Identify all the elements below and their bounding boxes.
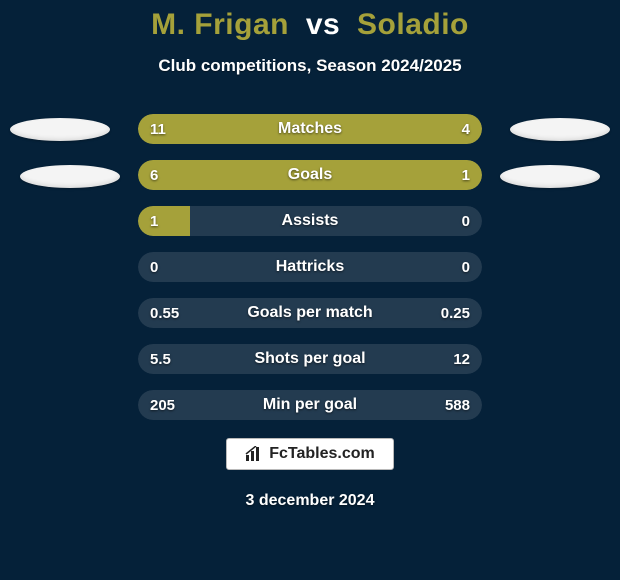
stats-body: 114Matches 61Goals 10Assists 00Hattricks 0.5… [0, 114, 620, 420]
stat-track [138, 344, 482, 374]
player2-badge-placeholder-2 [500, 165, 600, 188]
source-logo: FcTables.com [226, 438, 394, 470]
stat-row: 205588Min per goal [138, 390, 482, 420]
stat-rows: 114Matches 61Goals 10Assists 00Hattricks 0.5… [138, 114, 482, 420]
stat-row: 114Matches [138, 114, 482, 144]
stat-row: 5.512Shots per goal [138, 344, 482, 374]
player1-badge-placeholder-2 [20, 165, 120, 188]
chart-icon [245, 446, 263, 462]
player2-name: Soladio [357, 8, 469, 41]
page-title: M. Frigan vs Soladio [0, 8, 620, 42]
stat-fill-left [138, 114, 379, 144]
stat-row: 10Assists [138, 206, 482, 236]
stat-track [138, 298, 482, 328]
comparison-card: M. Frigan vs Soladio Club competitions, … [0, 0, 620, 580]
stat-track [138, 252, 482, 282]
stat-row: 0.550.25Goals per match [138, 298, 482, 328]
stat-row: 61Goals [138, 160, 482, 190]
player1-name: M. Frigan [151, 8, 289, 41]
player2-badge-placeholder [510, 118, 610, 141]
player1-badge-placeholder [10, 118, 110, 141]
vs-separator: vs [306, 8, 340, 41]
stat-fill-left [138, 206, 190, 236]
stat-fill-right [403, 160, 482, 190]
stat-row: 00Hattricks [138, 252, 482, 282]
stat-fill-left [138, 160, 403, 190]
subtitle: Club competitions, Season 2024/2025 [0, 56, 620, 76]
footer: FcTables.com 3 december 2024 [0, 438, 620, 510]
stat-fill-right [379, 114, 482, 144]
stat-track [138, 206, 482, 236]
source-logo-text: FcTables.com [269, 445, 375, 463]
footer-date: 3 december 2024 [0, 492, 620, 510]
stat-track [138, 390, 482, 420]
